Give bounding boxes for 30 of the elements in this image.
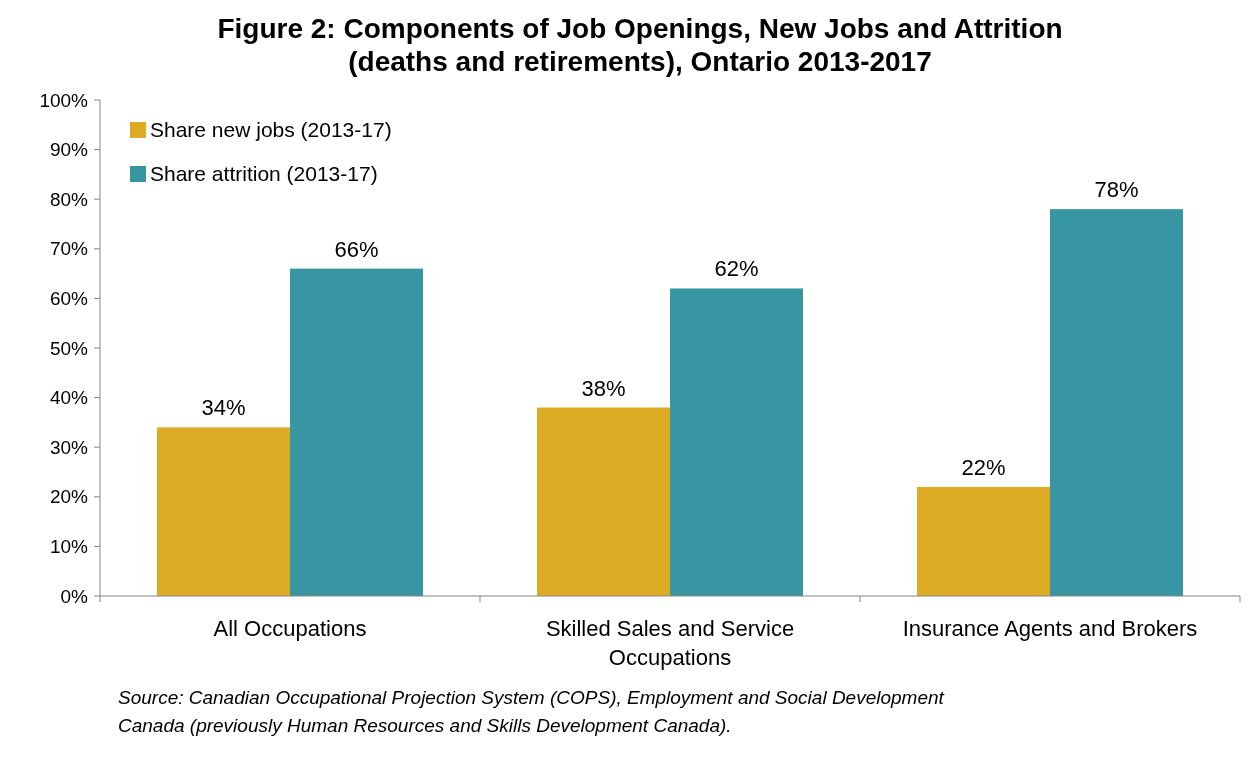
data-label: 38% <box>581 375 626 401</box>
y-tick-label: 60% <box>49 288 89 310</box>
data-label: 62% <box>714 256 759 282</box>
y-tick-label: 90% <box>49 139 89 161</box>
y-tick-label: 0% <box>60 585 89 607</box>
bar <box>537 407 670 596</box>
data-label: 66% <box>334 236 379 262</box>
bar <box>290 268 423 596</box>
bar <box>917 486 1050 596</box>
x-tick-label: Skilled Sales and Service Occupations <box>545 616 795 670</box>
data-label: 34% <box>201 395 246 421</box>
y-tick-label: 40% <box>49 387 89 409</box>
x-tick-label: All Occupations <box>213 616 367 641</box>
legend-label: Share attrition (2013-17) <box>150 162 378 186</box>
y-tick-label: 100% <box>39 89 89 111</box>
bar <box>670 288 803 596</box>
y-tick-label: 80% <box>49 188 89 210</box>
y-tick-label: 10% <box>49 536 89 558</box>
x-tick-label: Insurance Agents and Brokers <box>902 616 1198 641</box>
chart-title: Figure 2: Components of Job Openings, New Jobs and Attrition (deaths and retirements), Ontario 2013-2017 <box>217 13 1063 77</box>
y-tick-label: 30% <box>49 436 89 458</box>
data-label: 22% <box>961 454 1006 480</box>
bar <box>157 427 290 596</box>
bar <box>1050 209 1183 596</box>
data-label: 78% <box>1094 177 1139 203</box>
source-note: Source: Canadian Occupational Projection System (COPS), Employment and Social Development Canada (previously Human Resources and Skills Development Canada). <box>118 687 945 736</box>
legend-label: Share new jobs (2013-17) <box>150 118 392 142</box>
y-tick-label: 70% <box>49 238 89 260</box>
y-tick-label: 50% <box>49 337 89 359</box>
y-tick-label: 20% <box>49 486 89 508</box>
